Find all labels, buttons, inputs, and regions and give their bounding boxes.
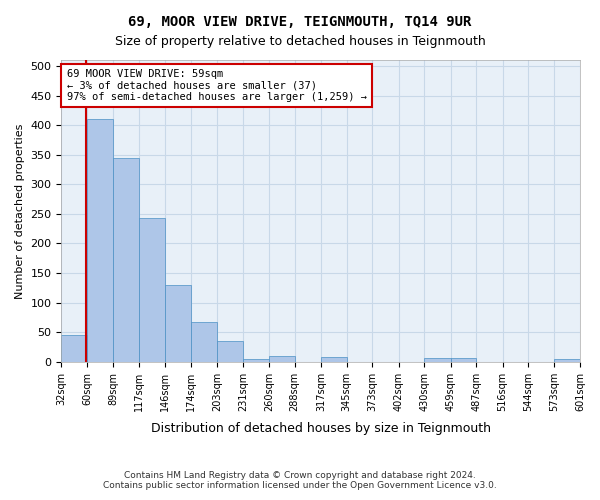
Text: 69, MOOR VIEW DRIVE, TEIGNMOUTH, TQ14 9UR: 69, MOOR VIEW DRIVE, TEIGNMOUTH, TQ14 9U… (128, 15, 472, 29)
Bar (139, 218, 166, 362)
Text: Size of property relative to detached houses in Teignmouth: Size of property relative to detached ho… (115, 35, 485, 48)
Bar (166, 285, 191, 362)
Bar (424, 358, 451, 362)
Bar (217, 341, 243, 362)
Bar (243, 359, 269, 362)
Bar (554, 359, 580, 362)
Bar (113, 158, 139, 362)
Bar (269, 356, 295, 362)
Bar (87, 119, 113, 362)
Bar (191, 322, 217, 362)
Y-axis label: Number of detached properties: Number of detached properties (15, 123, 25, 298)
Bar (451, 358, 476, 362)
Text: 69 MOOR VIEW DRIVE: 59sqm
← 3% of detached houses are smaller (37)
97% of semi-d: 69 MOOR VIEW DRIVE: 59sqm ← 3% of detach… (67, 69, 367, 102)
Bar (61, 335, 87, 362)
X-axis label: Distribution of detached houses by size in Teignmouth: Distribution of detached houses by size … (151, 422, 491, 435)
Text: Contains HM Land Registry data © Crown copyright and database right 2024.
Contai: Contains HM Land Registry data © Crown c… (103, 470, 497, 490)
Bar (321, 357, 347, 362)
